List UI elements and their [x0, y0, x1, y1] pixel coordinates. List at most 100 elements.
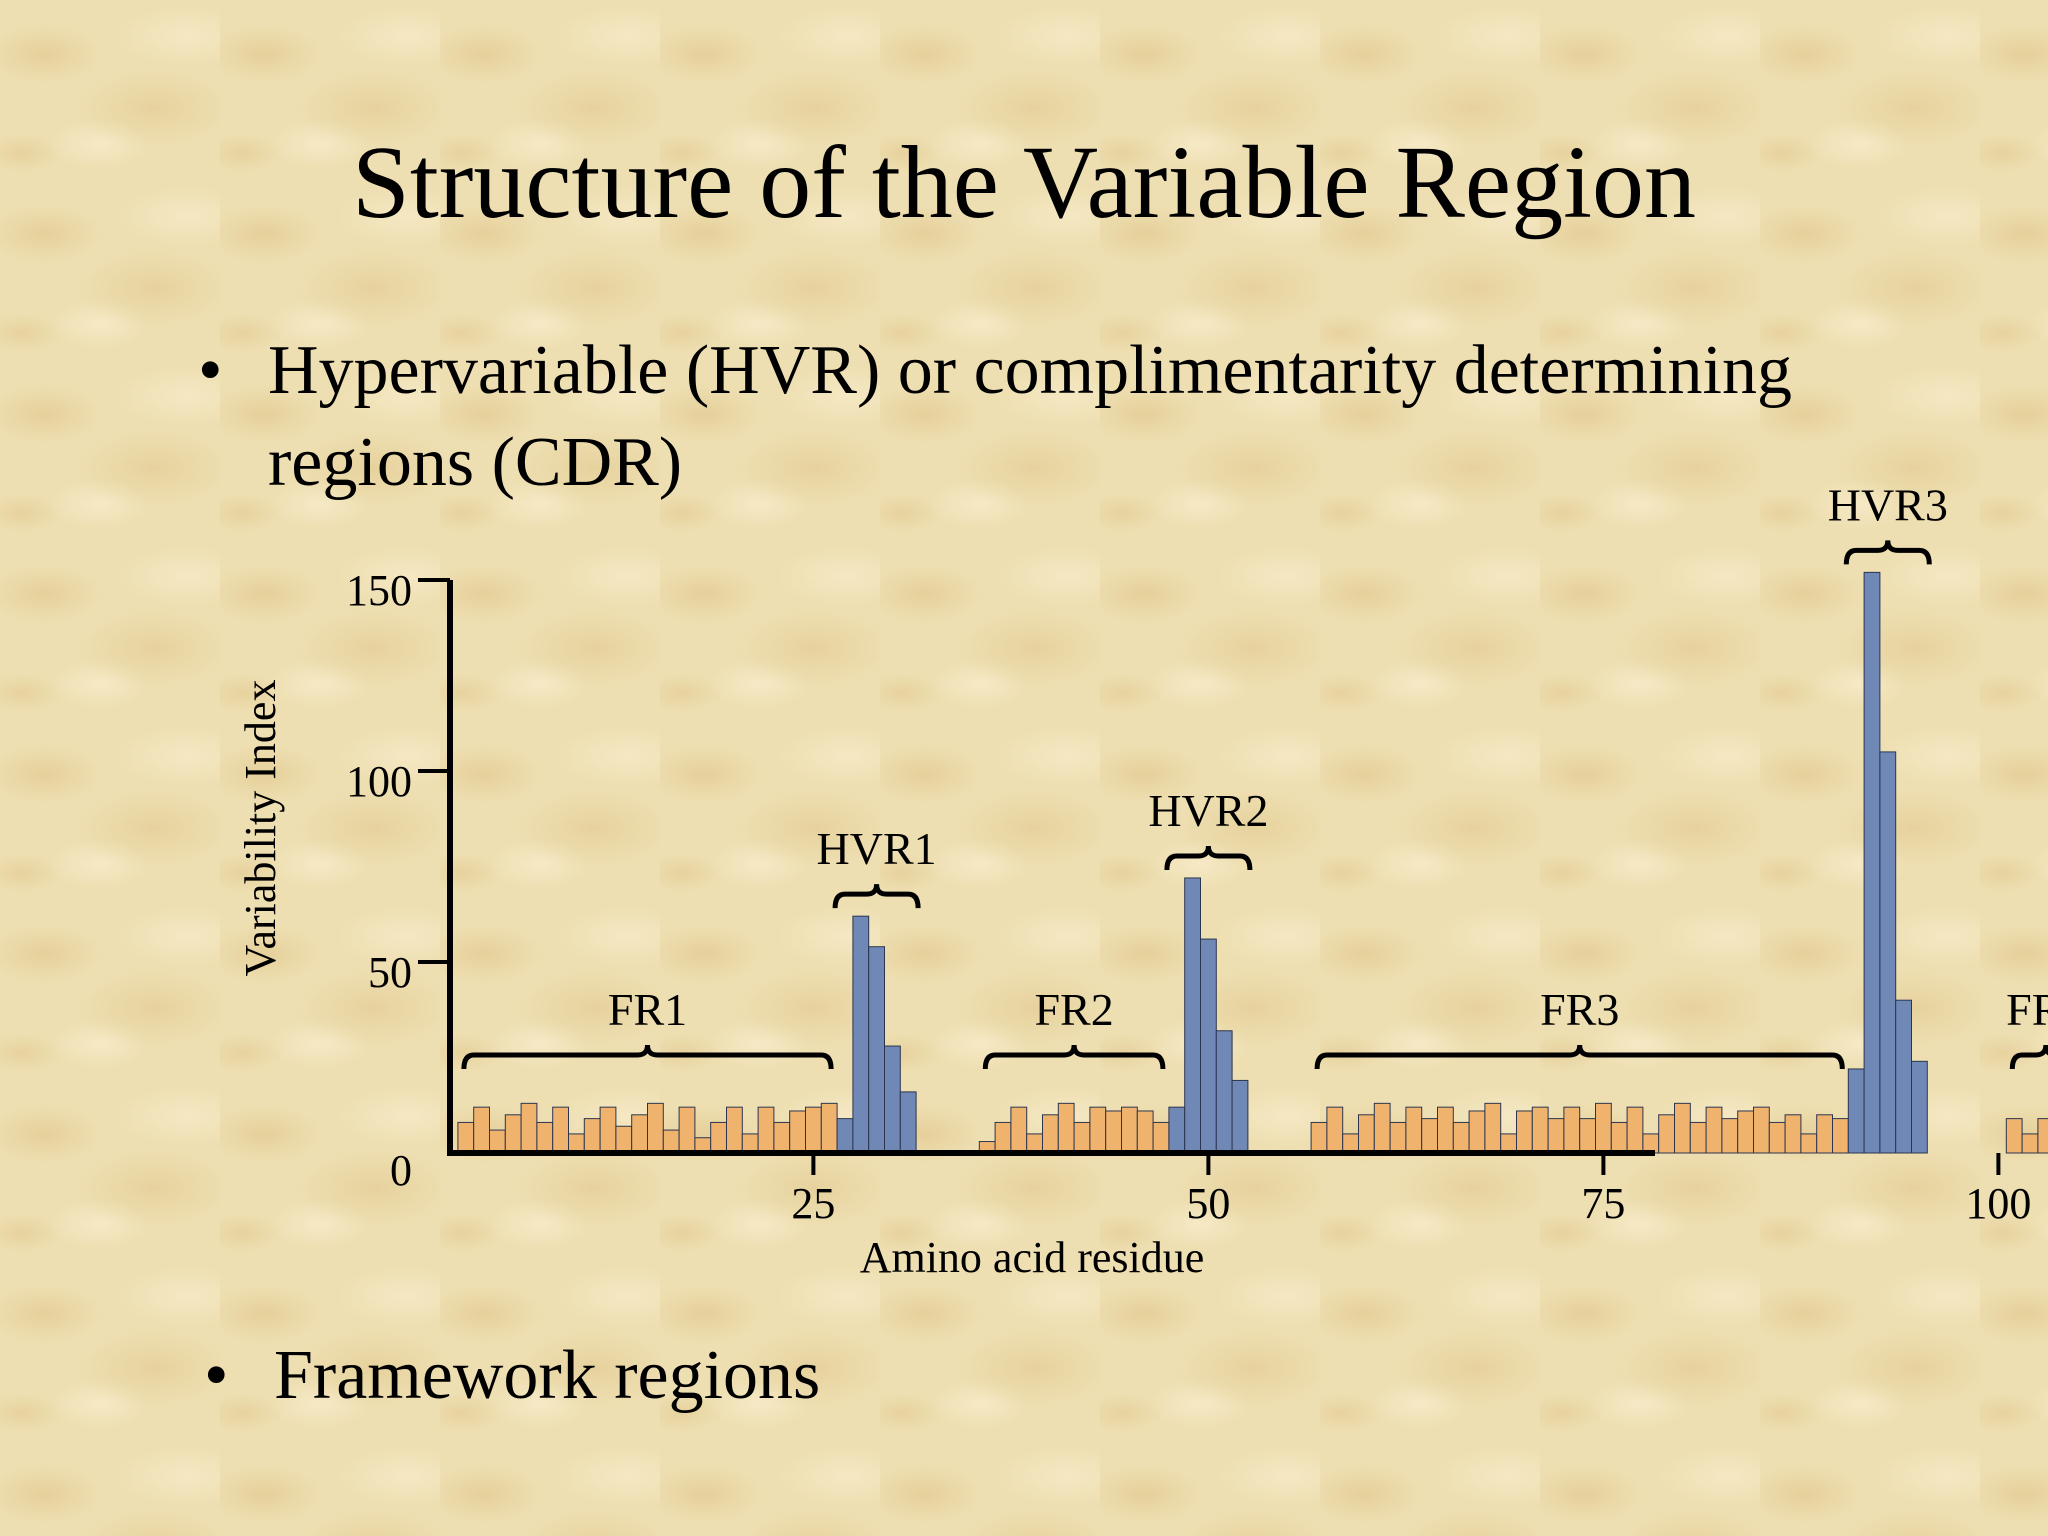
- bullet-marker: •: [204, 1337, 229, 1414]
- framework-bar: [1073, 1121, 1091, 1154]
- framework-bar: [1579, 1118, 1596, 1154]
- hypervariable-bar: [1231, 1079, 1249, 1154]
- framework-bar: [489, 1129, 506, 1154]
- labels-layer: FR1 HVR1 FR2 HVR2 FR3 HVR3 FR4: [461, 479, 2048, 1070]
- framework-bar: [1121, 1106, 1138, 1154]
- framework-bar: [1547, 1118, 1565, 1154]
- framework-bar: [1105, 1110, 1122, 1154]
- framework-bar: [2021, 1133, 2039, 1154]
- hypervariable-bar: [1847, 1068, 1865, 1154]
- y-tick-label: 150: [346, 566, 412, 615]
- hypervariable-bar: [884, 1045, 901, 1154]
- framework-bar: [599, 1106, 617, 1154]
- hypervariable-bar: [1215, 1030, 1233, 1154]
- region-label: FR3: [1540, 984, 1619, 1035]
- framework-bar: [1010, 1106, 1028, 1154]
- framework-bar: [1674, 1102, 1691, 1154]
- framework-bar: [1737, 1110, 1754, 1154]
- framework-bar: [1531, 1106, 1549, 1154]
- framework-bar: [1089, 1106, 1107, 1154]
- framework-bar: [1437, 1106, 1454, 1154]
- framework-bar: [1768, 1121, 1786, 1154]
- region-label: FR4: [2006, 984, 2048, 1035]
- y-axis-title: Variability Index: [236, 680, 285, 977]
- framework-bar: [536, 1121, 554, 1154]
- framework-bar: [662, 1129, 680, 1154]
- bullet-marker: •: [198, 332, 223, 409]
- framework-bar: [726, 1106, 743, 1154]
- region-brace: [461, 1044, 834, 1070]
- framework-bar: [710, 1121, 728, 1154]
- hypervariable-bar: [1911, 1060, 1928, 1154]
- framework-bar: [1484, 1102, 1502, 1154]
- region-label: FR1: [608, 984, 687, 1035]
- hypervariable-bar: [1879, 751, 1897, 1154]
- framework-bar: [1753, 1106, 1770, 1154]
- region-brace: [982, 1044, 1166, 1070]
- framework-bar: [2005, 1118, 2023, 1154]
- bars-layer: [457, 571, 2048, 1154]
- framework-bar: [1452, 1121, 1470, 1154]
- framework-bar: [1595, 1102, 1612, 1154]
- axes-layer: 0 50 100 150 25 50 75 100 Amino acid residue Vari…: [236, 566, 2031, 1282]
- hypervariable-bar: [899, 1091, 917, 1154]
- framework-bar: [1658, 1114, 1675, 1154]
- hypervariable-bar: [868, 946, 886, 1154]
- x-tick-label: 50: [1186, 1179, 1230, 1228]
- region-brace: [832, 884, 921, 909]
- framework-bar: [805, 1106, 822, 1154]
- framework-bar: [1610, 1121, 1628, 1154]
- framework-bar: [1800, 1133, 1818, 1154]
- x-tick-label: 75: [1581, 1179, 1625, 1228]
- framework-bar: [647, 1102, 664, 1154]
- bullet-framework: • Framework regions: [204, 1330, 1674, 1422]
- framework-bar: [615, 1125, 633, 1154]
- framework-bar: [820, 1102, 838, 1154]
- hypervariable-bar: [1184, 877, 1201, 1154]
- framework-bar: [1516, 1110, 1533, 1154]
- bullet-cdr: • Hypervariable (HVR) or complimentarity…: [198, 325, 1868, 509]
- framework-bar: [1136, 1110, 1154, 1154]
- framework-bar: [1373, 1102, 1391, 1154]
- framework-bar: [1358, 1114, 1375, 1154]
- framework-bar: [1721, 1118, 1739, 1154]
- framework-bar: [1152, 1121, 1170, 1154]
- region-label: HVR3: [1828, 479, 1948, 530]
- framework-bar: [1468, 1110, 1486, 1154]
- framework-bar: [678, 1106, 696, 1154]
- x-tick-label: 25: [791, 1179, 835, 1228]
- framework-bar: [631, 1114, 649, 1154]
- region-brace: [2009, 1044, 2048, 1070]
- framework-bar: [1816, 1114, 1833, 1154]
- bullet-text-framework: Framework regions: [274, 1337, 821, 1414]
- region-label: FR2: [1034, 984, 1113, 1035]
- framework-bar: [457, 1121, 475, 1154]
- framework-bar: [773, 1121, 791, 1154]
- framework-bar: [1784, 1114, 1802, 1154]
- framework-bar: [1626, 1106, 1644, 1154]
- hypervariable-bar: [1200, 938, 1217, 1154]
- framework-bar: [757, 1106, 775, 1154]
- framework-bar: [1310, 1121, 1328, 1154]
- framework-bar: [1405, 1106, 1423, 1154]
- framework-bar: [2037, 1118, 2048, 1154]
- region-label: HVR2: [1148, 785, 1268, 836]
- hypervariable-bar: [1168, 1106, 1186, 1154]
- hypervariable-bar: [1895, 999, 1912, 1154]
- framework-bar: [552, 1106, 570, 1154]
- hypervariable-bar: [836, 1118, 854, 1154]
- region-brace: [1843, 540, 1932, 565]
- hypervariable-bar: [852, 915, 870, 1154]
- region-brace: [1314, 1044, 1845, 1070]
- bullet-text-cdr: Hypervariable (HVR) or complimentarity d…: [268, 332, 1792, 501]
- region-label: HVR1: [817, 823, 937, 874]
- region-brace: [1164, 845, 1253, 871]
- framework-bar: [1705, 1106, 1723, 1154]
- framework-bar: [520, 1102, 538, 1154]
- framework-bar: [789, 1110, 807, 1154]
- framework-bar: [504, 1114, 522, 1154]
- framework-bar: [1042, 1114, 1059, 1154]
- y-tick-label: 50: [368, 948, 412, 997]
- framework-bar: [994, 1121, 1012, 1154]
